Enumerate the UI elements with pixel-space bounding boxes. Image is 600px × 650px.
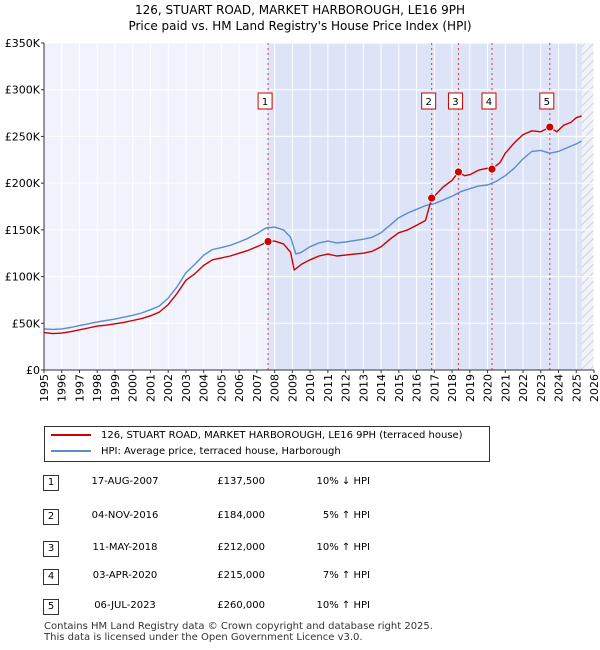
sales-table-row: 5 06-JUL-2023 £260,000 10% ↑ HPI [0,597,600,617]
sale-label-box-1 [257,92,273,110]
sale-label-1: 1 [262,97,268,108]
sales-table-row: 2 04-NOV-2016 £184,000 5% ↑ HPI [0,507,600,527]
sale-number: 5 [43,599,59,615]
sale-date: 06-JUL-2023 [94,600,156,611]
sale-price: £215,000 [217,570,265,581]
sale-date: 17-AUG-2007 [91,476,159,487]
x-tick-label-2015: 2015 [393,374,406,402]
x-tick-label-2018: 2018 [446,374,459,402]
x-tick-label-2017: 2017 [428,374,441,402]
x-tick-label-2001: 2001 [144,374,157,402]
y-tick-label-50000: £50K [12,317,41,330]
sale-point-3 [454,167,463,177]
sale-hpi-change: 10% ↑ HPI [316,600,370,611]
x-tick-label-2004: 2004 [198,374,211,402]
sale-date: 04-NOV-2016 [91,510,159,521]
sale-date: 03-APR-2020 [92,570,158,581]
future-hatch [581,43,594,370]
sale-label-box-2 [421,92,437,110]
y-tick-label-150000: £150K [5,224,41,237]
x-tick-label-2010: 2010 [304,374,317,402]
sale-label-box-4 [481,92,497,110]
chart-title: 126, STUART ROAD, MARKET HARBOROUGH, LE1… [134,3,466,17]
y-tick-label-100000: £100K [5,271,41,284]
legend-label-hpi: HPI: Average price, terraced house, Harb… [101,446,341,457]
x-tick-label-2024: 2024 [553,374,566,402]
x-tick-label-2003: 2003 [180,374,193,402]
legend-swatch-red [51,434,91,436]
x-tick-label-2012: 2012 [340,374,353,402]
x-tick-label-1999: 1999 [109,374,122,402]
x-tick-label-2026: 2026 [588,374,600,402]
x-tick-label-1997: 1997 [73,374,86,402]
y-tick-label-250000: £250K [5,130,41,143]
legend-item-price-paid: 126, STUART ROAD, MARKET HARBOROUGH, LE1… [51,429,463,443]
sale-label-5: 5 [544,97,550,108]
x-tick-label-2014: 2014 [375,374,388,402]
y-tick-label-350000: £350K [5,37,41,50]
sale-hpi-change: 10% ↓ HPI [316,476,370,487]
sale-label-4: 4 [486,97,492,108]
sale-label-box-3 [447,92,463,110]
sale-number: 1 [43,475,59,491]
sales-table-row: 1 17-AUG-2007 £137,500 10% ↓ HPI [0,473,600,493]
x-tick-label-2008: 2008 [269,374,282,402]
sales-table-row: 3 11-MAY-2018 £212,000 10% ↑ HPI [0,539,600,559]
sale-price: £184,000 [217,510,265,521]
legend-swatch-blue [51,450,91,452]
x-tick-label-2000: 2000 [127,374,140,402]
x-tick-label-2007: 2007 [251,374,264,402]
sale-label-2: 2 [425,97,431,108]
x-tick-label-2025: 2025 [570,374,583,402]
series-line-price-paid [43,115,582,335]
sale-point-5 [545,122,555,132]
x-tick-label-1998: 1998 [91,374,104,402]
x-tick-label-2009: 2009 [286,374,299,402]
x-tick-label-2019: 2019 [464,374,477,402]
price-chart: 1 2 3 4 5 £0 £50K £100K £150K £200K £250K £300K £350… [5,37,600,402]
footer-copyright: Contains HM Land Registry data © Crown c… [44,621,433,632]
sale-point-2 [427,193,437,203]
series-line-hpi [43,140,582,331]
footer-licence: This data is licensed under the Open Gov… [44,632,363,643]
sale-hpi-change: 10% ↑ HPI [316,542,370,553]
y-tick-label-200000: £200K [5,177,41,190]
sale-number: 3 [43,541,59,557]
legend-label-price-paid: 126, STUART ROAD, MARKET HARBOROUGH, LE1… [101,430,463,441]
sale-point-4 [487,164,497,174]
sale-price: £137,500 [217,476,265,487]
sale-number: 2 [43,509,59,525]
sale-price: £260,000 [217,600,265,611]
x-tick-label-2016: 2016 [411,374,424,402]
chart-subtitle: Price paid vs. HM Land Registry's House … [128,19,472,33]
sales-table-row: 4 03-APR-2020 £215,000 7% ↑ HPI [0,567,600,587]
x-tick-label-1996: 1996 [56,374,69,402]
chart-legend: 126, STUART ROAD, MARKET HARBOROUGH, LE1… [44,426,490,462]
x-tick-label-2005: 2005 [215,374,228,402]
x-tick-label-2011: 2011 [322,374,335,402]
sale-hpi-change: 7% ↑ HPI [322,570,370,581]
x-tick-label-2020: 2020 [482,374,495,402]
sale-hpi-change: 5% ↑ HPI [322,510,370,521]
x-tick-label-2002: 2002 [162,374,175,402]
legend-item-hpi: HPI: Average price, terraced house, Harb… [51,445,341,459]
x-tick-label-2021: 2021 [499,374,512,402]
x-tick-label-2023: 2023 [535,374,548,402]
x-tick-label-2022: 2022 [517,374,530,402]
sale-price: £212,000 [217,542,265,553]
sale-date: 11-MAY-2018 [92,542,158,553]
sale-point-1 [263,237,273,246]
x-tick-label-2006: 2006 [233,374,246,402]
y-tick-label-300000: £300K [5,84,41,97]
sale-number: 4 [43,569,59,585]
x-tick-label-1995: 1995 [38,374,51,402]
sale-label-3: 3 [452,97,458,108]
x-tick-label-2013: 2013 [357,374,370,402]
y-tick-label-0: £0 [26,364,40,377]
sale-label-box-5 [539,92,555,110]
